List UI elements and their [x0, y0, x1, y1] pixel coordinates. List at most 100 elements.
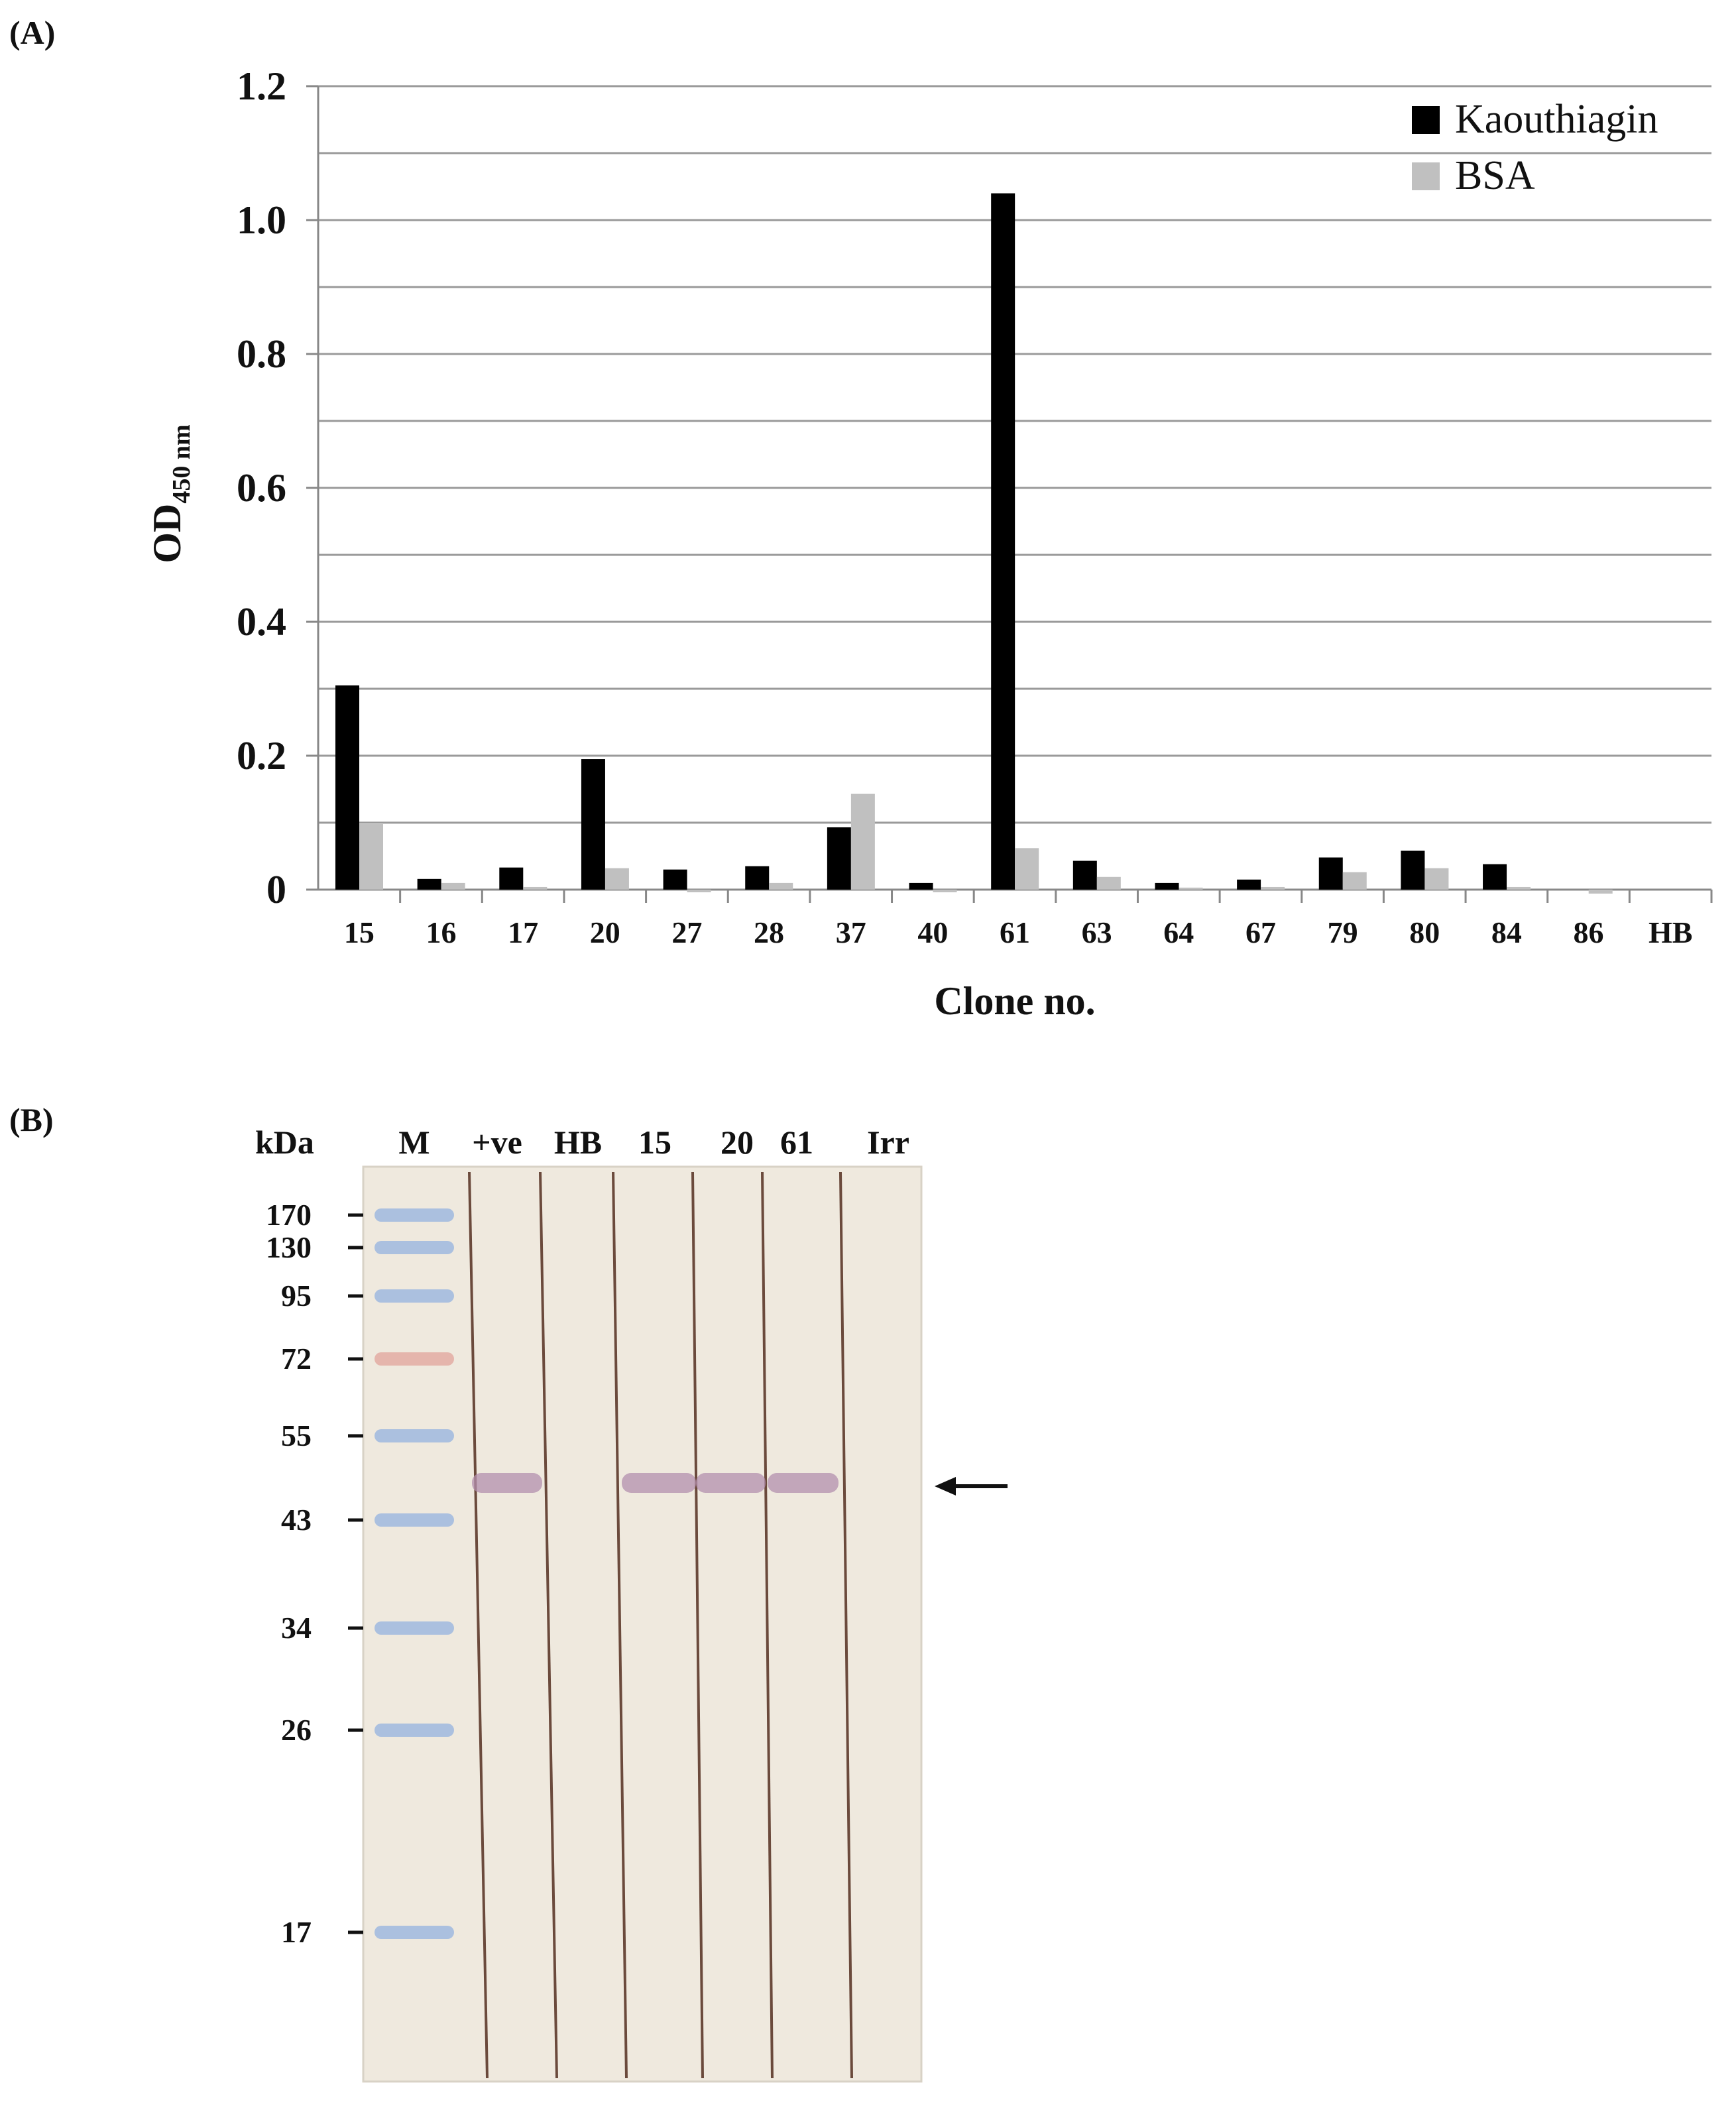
bar	[359, 824, 383, 890]
ladder-band	[375, 1429, 454, 1442]
x-tick-label: 86	[1574, 915, 1604, 949]
bar	[850, 793, 875, 890]
ladder-band	[375, 1289, 454, 1303]
bar	[417, 878, 441, 890]
ladder-band	[375, 1513, 454, 1527]
bar	[1015, 848, 1039, 890]
x-tick-label: 64	[1163, 915, 1194, 949]
lane-label: Irr	[867, 1124, 909, 1161]
marker-label: 55	[281, 1419, 312, 1452]
x-tick-label: 16	[426, 915, 456, 949]
bar	[441, 882, 465, 890]
lane-label: HB	[554, 1124, 602, 1161]
arrow-head-icon	[935, 1477, 956, 1496]
detected-band	[622, 1473, 696, 1493]
ladder-band	[375, 1926, 454, 1939]
y-tick-label: 0.8	[237, 332, 286, 376]
x-tick-label: 15	[344, 915, 375, 949]
bar	[1096, 876, 1121, 890]
bar	[1424, 868, 1449, 890]
x-tick-label: 37	[836, 915, 866, 949]
ladder-band	[375, 1241, 454, 1254]
detected-band	[472, 1473, 542, 1493]
y-axis-title: OD450 nm	[145, 424, 196, 563]
bar	[1401, 851, 1425, 890]
bar	[1588, 890, 1613, 894]
ladder-band	[375, 1352, 454, 1366]
x-tick-label: 80	[1409, 915, 1440, 949]
bar	[335, 685, 359, 890]
x-tick-label: 84	[1491, 915, 1522, 949]
marker-label: 17	[281, 1915, 312, 1949]
lane-label: 15	[638, 1124, 671, 1161]
detected-band	[696, 1473, 766, 1493]
x-tick-label: 40	[917, 915, 948, 949]
bar	[1483, 864, 1507, 890]
x-tick-label: 20	[590, 915, 620, 949]
ladder-band	[375, 1208, 454, 1222]
legend-swatch	[1412, 162, 1440, 190]
detected-band	[768, 1473, 839, 1493]
panel-a-label: (A)	[9, 14, 56, 51]
bar	[1179, 887, 1203, 890]
bar	[1237, 879, 1261, 890]
marker-label: 130	[266, 1230, 312, 1264]
bar	[1072, 860, 1097, 890]
bar	[933, 890, 957, 893]
x-tick-label: 63	[1082, 915, 1112, 949]
x-tick-label: HB	[1649, 915, 1692, 949]
lane-separator	[691, 1171, 704, 2079]
bar	[523, 886, 548, 890]
lane-label: M	[398, 1124, 430, 1161]
kda-label: kDa	[255, 1124, 314, 1161]
bar	[581, 759, 605, 890]
bar	[1155, 882, 1179, 890]
bar	[827, 827, 851, 890]
bar	[499, 867, 524, 890]
lane-separator	[839, 1171, 853, 2079]
y-tick-label: 0.4	[237, 600, 286, 644]
y-tick-label: 0	[266, 868, 286, 911]
marker-label: 72	[281, 1342, 312, 1376]
marker-label: 43	[281, 1503, 312, 1537]
y-tick-label: 1.2	[237, 64, 286, 108]
bar	[1507, 886, 1531, 890]
bar	[909, 882, 933, 890]
x-tick-label: 17	[508, 915, 538, 949]
bar	[769, 882, 793, 890]
bar	[1261, 886, 1285, 890]
lane-label: 61	[780, 1124, 813, 1161]
bar-chart: 0 0.2 0.4 0.6 0.8 1.0 1.2 15 16 17 20 27 28 37 40 61 63 6…	[145, 64, 1713, 1023]
bar	[605, 868, 629, 890]
legend-label: BSA	[1455, 153, 1535, 198]
x-tick-label: 27	[671, 915, 702, 949]
lane-separator	[468, 1171, 489, 2079]
y-tick-label: 0.2	[237, 734, 286, 778]
y-tick-label: 1.0	[237, 198, 286, 242]
x-tick-label: 61	[1000, 915, 1030, 949]
lane-separator	[612, 1171, 628, 2079]
marker-label: 170	[266, 1198, 312, 1232]
lane-separator	[539, 1171, 558, 2079]
x-tick-label: 79	[1328, 915, 1358, 949]
marker-label: 34	[281, 1611, 312, 1645]
bar	[663, 869, 687, 890]
x-axis-title: Clone no.	[934, 979, 1095, 1023]
ladder-band	[375, 1724, 454, 1737]
x-tick-label: 28	[754, 915, 784, 949]
bar	[687, 890, 711, 893]
lane-label: 20	[721, 1124, 754, 1161]
lane-separator	[761, 1171, 774, 2079]
y-tick-label: 0.6	[237, 466, 286, 510]
ladder-band	[375, 1621, 454, 1635]
bar	[991, 193, 1015, 890]
lane-label: +ve	[472, 1124, 522, 1161]
panel-b-label: (B)	[9, 1101, 54, 1138]
blot-membrane	[362, 1165, 923, 2083]
legend-label: Kaouthiagin	[1455, 97, 1658, 142]
marker-label: 95	[281, 1279, 312, 1313]
marker-label: 26	[281, 1713, 312, 1747]
legend-swatch	[1412, 106, 1440, 134]
bar	[1342, 872, 1367, 890]
